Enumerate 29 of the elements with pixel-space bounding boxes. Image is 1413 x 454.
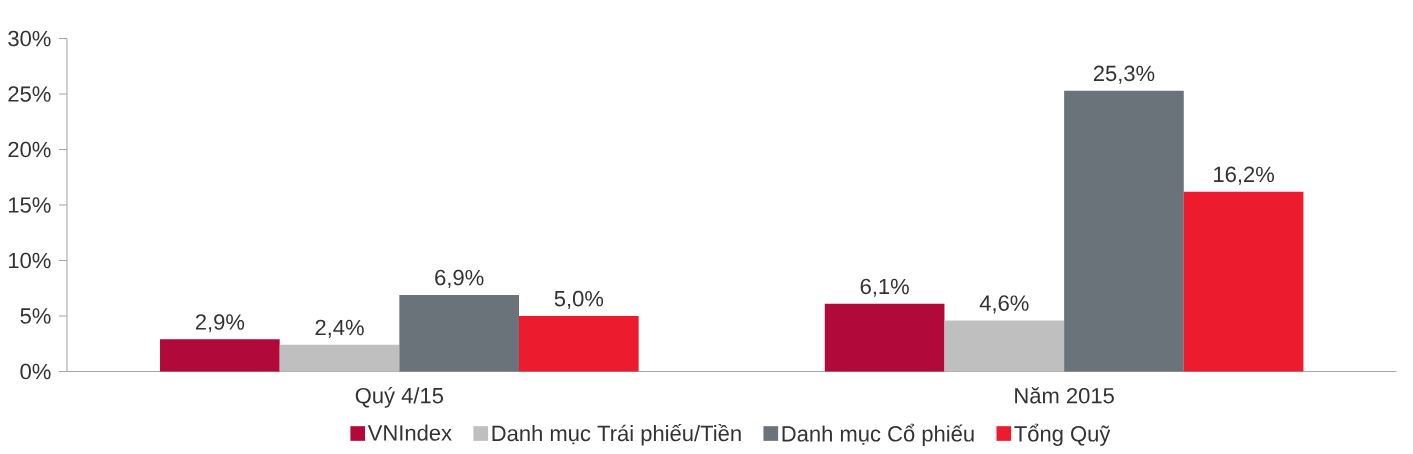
bar	[944, 320, 1065, 372]
data-label: 6,9%	[435, 269, 484, 289]
data-label: 2,4%	[315, 319, 364, 338]
bar	[160, 339, 280, 372]
y-tick-label: 10%	[9, 252, 51, 269]
x-tick-label: Năm 2015	[1015, 387, 1114, 404]
bar	[279, 344, 400, 372]
y-tick-label: 5%	[20, 308, 51, 324]
data-label: 16,2%	[1214, 166, 1274, 185]
bar	[824, 303, 945, 372]
bar	[399, 294, 519, 372]
data-label: 5,0%	[554, 290, 604, 310]
data-label: 6,1%	[860, 278, 909, 297]
y-tick-label: 15%	[9, 197, 51, 213]
y-tick-label: 30%	[8, 30, 51, 47]
data-label: 4,6%	[979, 295, 1029, 314]
data-label: 2,9%	[195, 314, 245, 333]
bar	[519, 316, 639, 372]
bar	[1183, 191, 1304, 372]
legend-label: Danh mục Trái phiếu/Tiền	[492, 424, 741, 446]
y-tick-label: 25%	[8, 86, 51, 102]
legend-label: Tổng Quỹ	[1014, 423, 1111, 447]
y-tick-label: 20%	[8, 141, 51, 158]
x-tick-label: Quý 4/15	[355, 387, 444, 408]
data-label: 25,3%	[1093, 65, 1155, 84]
bar	[1064, 90, 1184, 372]
y-tick-label: 0%	[20, 363, 51, 380]
legend-label: Danh mục Cổ phiếu	[782, 423, 974, 447]
legend-label: VNIndex	[367, 424, 452, 441]
